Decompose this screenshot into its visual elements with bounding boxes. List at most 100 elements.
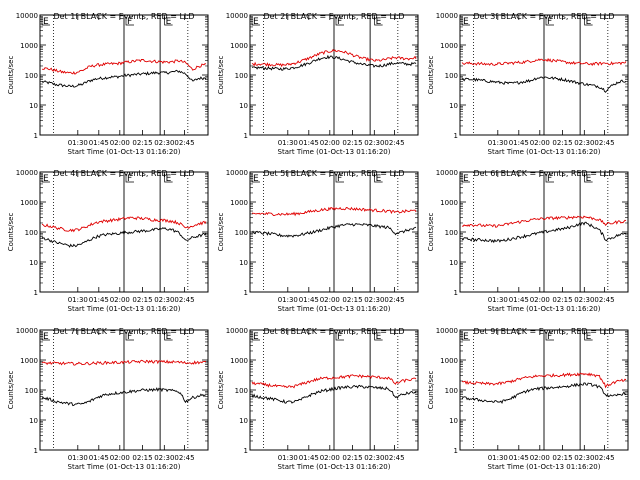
marker-label: E (586, 17, 592, 27)
y-tick-label: 100 (235, 387, 248, 395)
marker-bracket (584, 332, 593, 341)
y-axis-label: Counts/sec (427, 56, 435, 95)
y-tick-label: 100 (25, 229, 38, 237)
x-tick-label: 02:00 (110, 454, 130, 462)
marker-label: F (547, 332, 552, 342)
marker-bracket (335, 332, 344, 341)
marker-bracket (374, 17, 383, 26)
marker-bracket (461, 332, 470, 341)
lld-series-line (41, 216, 207, 233)
x-tick-label: 02:30 (364, 454, 384, 462)
x-tick-label: 02:15 (342, 296, 362, 304)
y-tick-label: 1 (34, 447, 38, 455)
y-tick-label: 10000 (436, 12, 458, 20)
marker-bracket (545, 17, 554, 26)
x-tick-label: 02:00 (320, 454, 340, 462)
x-tick-label: 01:45 (89, 296, 109, 304)
y-tick-label: 1000 (20, 42, 38, 50)
marker-bracket (125, 17, 134, 26)
x-tick-label: 02:15 (342, 139, 362, 147)
events-series-line (41, 387, 206, 407)
y-tick-label: 10000 (436, 327, 458, 335)
x-tick-label: 02:30 (574, 296, 594, 304)
x-tick-label: 02:30 (574, 454, 594, 462)
x-tick-label: 02:15 (342, 454, 362, 462)
y-tick-label: 10000 (226, 12, 248, 20)
marker-label: E (463, 174, 469, 184)
y-axis-label: Counts/sec (217, 371, 225, 410)
marker-label: E (463, 332, 469, 342)
y-tick-label: 1000 (230, 357, 248, 365)
y-tick-label: 10000 (226, 327, 248, 335)
lld-series-line (461, 215, 627, 228)
panel-det-6: Det 6f BLACK = Events, RED = LLD11010010… (427, 169, 629, 313)
x-axis-label: Start Time (01-Oct-13 01:16:20) (278, 463, 391, 471)
panel-det-1: Det 1f BLACK = Events, RED = LLD11010010… (7, 12, 209, 156)
y-tick-label: 1000 (230, 42, 248, 50)
y-tick-label: 10000 (226, 169, 248, 177)
x-tick-label: 02:15 (552, 296, 572, 304)
x-tick-label: 01:45 (509, 454, 529, 462)
x-axis-label: Start Time (01-Oct-13 01:16:20) (488, 463, 601, 471)
y-tick-label: 1 (454, 132, 458, 140)
marker-label: E (376, 332, 382, 342)
x-tick-label: 01:30 (278, 139, 298, 147)
lld-series-line (461, 57, 627, 67)
marker-label: F (337, 17, 342, 27)
marker-bracket (164, 17, 173, 26)
x-tick-label: 02:45 (384, 296, 404, 304)
panel-det-2: Det 2f BLACK = Events, RED = LLD11010010… (217, 12, 419, 156)
marker-label: E (166, 332, 172, 342)
x-tick-label: 02:45 (174, 139, 194, 147)
events-series-line (251, 223, 417, 238)
x-axis-label: Start Time (01-Oct-13 01:16:20) (488, 305, 601, 313)
y-tick-label: 10000 (16, 327, 38, 335)
marker-bracket (374, 332, 383, 341)
panel-det-4: Det 4f BLACK = Events, RED = LLD11010010… (7, 169, 209, 313)
marker-bracket (545, 174, 554, 183)
marker-label: E (43, 174, 49, 184)
y-tick-label: 100 (235, 229, 248, 237)
y-axis-label: Counts/sec (427, 213, 435, 252)
x-tick-label: 02:30 (574, 139, 594, 147)
marker-bracket (41, 17, 50, 26)
events-series-line (461, 221, 627, 244)
y-axis-label: Counts/sec (7, 371, 15, 410)
marker-label: F (127, 332, 132, 342)
x-tick-label: 01:45 (299, 139, 319, 147)
marker-label: F (547, 174, 552, 184)
marker-bracket (461, 174, 470, 183)
y-tick-label: 100 (445, 72, 458, 80)
x-axis-label: Start Time (01-Oct-13 01:16:20) (68, 463, 181, 471)
lld-series-line (41, 59, 207, 75)
x-axis-label: Start Time (01-Oct-13 01:16:20) (278, 305, 391, 313)
y-tick-label: 10 (449, 417, 458, 425)
y-tick-label: 1000 (440, 42, 458, 50)
events-series-line (461, 76, 627, 93)
x-tick-label: 02:00 (530, 139, 550, 147)
x-tick-label: 02:15 (132, 139, 152, 147)
x-tick-label: 02:30 (364, 296, 384, 304)
marker-label: F (127, 17, 132, 27)
y-tick-label: 10 (239, 259, 248, 267)
marker-bracket (584, 174, 593, 183)
x-tick-label: 01:30 (488, 139, 508, 147)
y-tick-label: 1 (454, 447, 458, 455)
marker-label: E (586, 332, 592, 342)
y-tick-label: 1 (34, 132, 38, 140)
y-tick-label: 1000 (230, 199, 248, 207)
y-tick-label: 100 (445, 229, 458, 237)
y-axis-label: Counts/sec (7, 213, 15, 252)
marker-label: F (337, 332, 342, 342)
y-axis-label: Counts/sec (7, 56, 15, 95)
x-tick-label: 02:45 (594, 454, 614, 462)
marker-bracket (125, 332, 134, 341)
y-tick-label: 1 (244, 289, 248, 297)
x-tick-label: 02:00 (110, 139, 130, 147)
y-tick-label: 10 (449, 259, 458, 267)
x-tick-label: 01:45 (89, 139, 109, 147)
x-axis-label: Start Time (01-Oct-13 01:16:20) (68, 148, 181, 156)
y-tick-label: 1 (34, 289, 38, 297)
marker-label: F (127, 174, 132, 184)
marker-bracket (125, 174, 134, 183)
